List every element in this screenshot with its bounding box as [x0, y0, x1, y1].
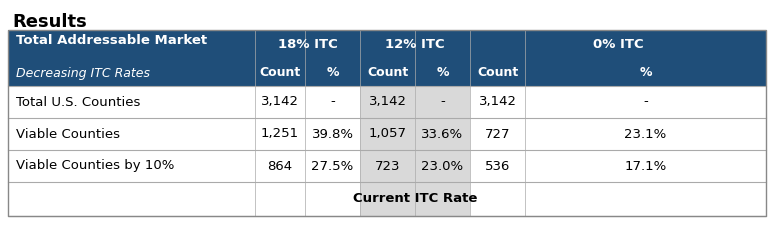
- Text: 3,142: 3,142: [368, 95, 406, 109]
- Bar: [360, 30, 470, 216]
- Text: Count: Count: [477, 66, 518, 80]
- Text: 536: 536: [485, 159, 510, 173]
- Text: 39.8%: 39.8%: [311, 127, 354, 141]
- Text: %: %: [327, 66, 339, 80]
- Text: 3,142: 3,142: [261, 95, 299, 109]
- Text: 0% ITC: 0% ITC: [593, 38, 643, 52]
- Text: Total Addressable Market: Total Addressable Market: [16, 34, 207, 48]
- Text: 723: 723: [375, 159, 400, 173]
- Text: 33.6%: 33.6%: [421, 127, 464, 141]
- Text: 23.0%: 23.0%: [421, 159, 464, 173]
- Text: 23.1%: 23.1%: [625, 127, 666, 141]
- Text: 864: 864: [268, 159, 293, 173]
- Text: Count: Count: [259, 66, 300, 80]
- Text: 18% ITC: 18% ITC: [278, 38, 337, 52]
- Text: Count: Count: [367, 66, 408, 80]
- Text: -: -: [330, 95, 335, 109]
- Text: %: %: [437, 66, 449, 80]
- Text: 1,057: 1,057: [368, 127, 406, 141]
- Text: 727: 727: [485, 127, 510, 141]
- Text: -: -: [643, 95, 648, 109]
- Text: 1,251: 1,251: [261, 127, 299, 141]
- Text: Viable Counties by 10%: Viable Counties by 10%: [16, 159, 174, 173]
- Text: Decreasing ITC Rates: Decreasing ITC Rates: [16, 66, 150, 80]
- Bar: [8, 30, 766, 86]
- Text: 17.1%: 17.1%: [625, 159, 666, 173]
- Bar: [8, 30, 766, 216]
- Text: Viable Counties: Viable Counties: [16, 127, 120, 141]
- Text: 27.5%: 27.5%: [311, 159, 354, 173]
- Text: Results: Results: [12, 13, 87, 31]
- Text: 12% ITC: 12% ITC: [385, 38, 445, 52]
- Text: Total U.S. Counties: Total U.S. Counties: [16, 95, 140, 109]
- Text: Current ITC Rate: Current ITC Rate: [353, 192, 478, 206]
- Text: %: %: [639, 66, 652, 80]
- Text: -: -: [440, 95, 445, 109]
- Text: 3,142: 3,142: [478, 95, 516, 109]
